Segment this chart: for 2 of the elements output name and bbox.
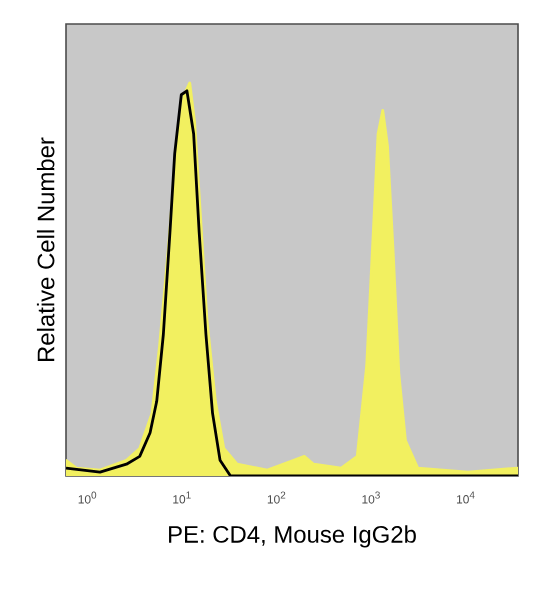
y-axis-title: Relative Cell Number xyxy=(36,137,55,361)
x-axis-title: PE: CD4, Mouse IgG2b xyxy=(169,525,416,548)
